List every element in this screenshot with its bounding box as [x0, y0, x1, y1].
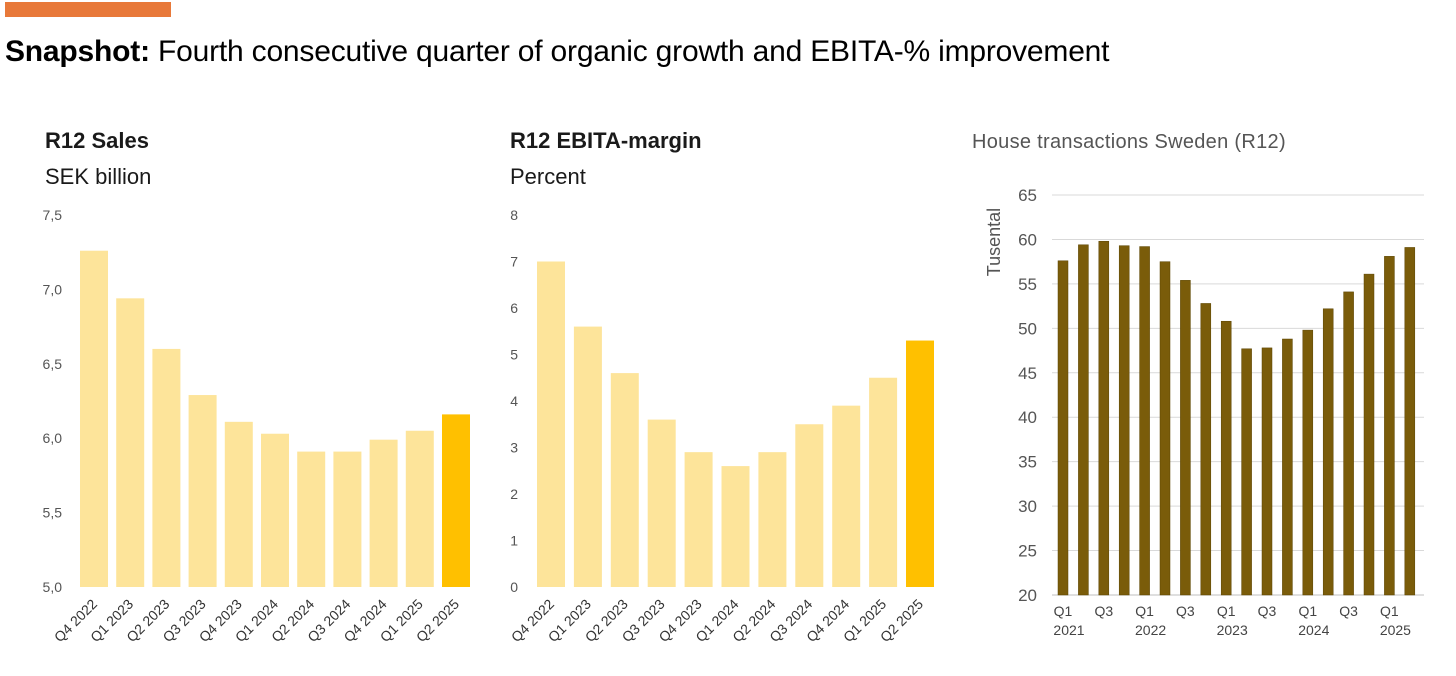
ebita-bar — [610, 373, 639, 587]
ebita-y-tick-label: 5 — [510, 347, 518, 363]
house-bar — [1057, 260, 1069, 596]
house-y-tick-label: 55 — [1018, 275, 1037, 294]
ebita-y-tick-label: 6 — [510, 300, 518, 316]
sales-bar — [80, 250, 108, 587]
house-bar — [1180, 280, 1191, 596]
sales-bar — [297, 451, 326, 587]
house-x-tick-quarter: Q1 — [1135, 603, 1154, 619]
house-x-tick-quarter: Q1 — [1380, 603, 1399, 619]
house-x-tick-quarter: Q3 — [1339, 603, 1358, 619]
page-title-lead: Snapshot: — [5, 35, 150, 68]
house-x-tick-year: 2023 — [1217, 622, 1248, 638]
house-bar — [1302, 329, 1314, 596]
ebita-y-tick-label: 1 — [510, 533, 518, 549]
house-bar — [1404, 247, 1416, 596]
sales-bar — [442, 414, 470, 587]
ebita-bar — [647, 419, 676, 587]
ebita-bar — [795, 424, 824, 587]
house-y-tick-label: 35 — [1018, 453, 1037, 472]
house-y-tick-label: 25 — [1018, 542, 1037, 561]
house-x-tick-quarter: Q1 — [1217, 603, 1236, 619]
ebita-bar — [721, 466, 750, 587]
sales-bar — [116, 298, 145, 587]
house-x-tick-year: 2025 — [1380, 622, 1411, 638]
house-y-tick-label: 60 — [1018, 230, 1037, 249]
ebita-y-tick-label: 3 — [510, 440, 518, 456]
sales-bar — [369, 439, 398, 587]
house-x-tick-quarter: Q1 — [1054, 603, 1073, 619]
sales-bar — [405, 430, 434, 587]
house-bar — [1118, 245, 1130, 596]
house-y-tick-label: 50 — [1018, 319, 1037, 338]
house-y-tick-label: 30 — [1018, 497, 1037, 516]
accent-bar — [5, 2, 171, 17]
house-x-tick-quarter: Q3 — [1094, 603, 1113, 619]
house-bar — [1159, 261, 1171, 596]
sales-bar — [188, 395, 217, 587]
house-bar — [1078, 244, 1089, 596]
house-bar — [1241, 348, 1252, 596]
house-y-tick-label: 65 — [1018, 186, 1037, 205]
ebita-bar — [573, 326, 602, 587]
ebita-y-tick-label: 4 — [510, 393, 518, 409]
house-x-tick-year: 2024 — [1298, 622, 1329, 638]
sales-y-tick-label: 7,0 — [43, 281, 63, 297]
house-x-tick-quarter: Q3 — [1258, 603, 1277, 619]
house-bar — [1139, 246, 1150, 596]
house-bar — [1363, 273, 1375, 596]
house-bar — [1343, 291, 1354, 596]
sales-bar — [261, 433, 289, 587]
sales-chart-subtitle: SEK billion — [45, 164, 152, 189]
house-bar — [1098, 240, 1110, 596]
house-chart-title: House transactions Sweden (R12) — [972, 131, 1286, 153]
ebita-y-tick-label: 7 — [510, 254, 518, 270]
ebita-chart-subtitle: Percent — [510, 164, 586, 189]
ebita-chart-title: R12 EBITA-margin — [510, 128, 702, 153]
house-bar — [1220, 320, 1232, 596]
ebita-bar — [869, 377, 898, 587]
page-title-text: Fourth consecutive quarter of organic gr… — [149, 35, 1110, 68]
sales-bar — [333, 451, 362, 587]
sales-chart-title: R12 Sales — [45, 128, 149, 153]
sales-y-tick-label: 5,5 — [43, 505, 63, 521]
house-x-tick-year: 2022 — [1135, 622, 1166, 638]
house-x-tick-quarter: Q3 — [1176, 603, 1195, 619]
house-bar — [1384, 256, 1395, 596]
sales-y-tick-label: 7,5 — [43, 207, 63, 223]
house-x-tick-quarter: Q1 — [1298, 603, 1317, 619]
house-bar — [1282, 338, 1293, 596]
ebita-bar — [832, 405, 861, 587]
house-y-axis-label: Tusental — [984, 208, 1004, 276]
page-title: Snapshot: Fourth consecutive quarter of … — [5, 35, 1110, 69]
house-bar — [1261, 347, 1273, 596]
house-y-tick-label: 20 — [1018, 586, 1037, 605]
ebita-y-tick-label: 8 — [510, 207, 518, 223]
sales-y-tick-label: 5,0 — [43, 579, 63, 595]
ebita-y-tick-label: 2 — [510, 486, 518, 502]
ebita-bar — [684, 452, 713, 587]
ebita-bar — [906, 340, 934, 587]
ebita-bar — [537, 261, 565, 587]
sales-bar — [152, 348, 181, 587]
sales-y-tick-label: 6,5 — [43, 356, 63, 372]
house-y-tick-label: 40 — [1018, 408, 1037, 427]
house-x-tick-year: 2021 — [1053, 622, 1084, 638]
house-bar — [1200, 303, 1212, 596]
sales-y-tick-label: 6,0 — [43, 430, 63, 446]
sales-bar — [224, 421, 253, 587]
ebita-bar — [758, 452, 787, 587]
house-bar — [1322, 308, 1334, 596]
ebita-y-tick-label: 0 — [510, 579, 518, 595]
house-y-tick-label: 45 — [1018, 364, 1037, 383]
